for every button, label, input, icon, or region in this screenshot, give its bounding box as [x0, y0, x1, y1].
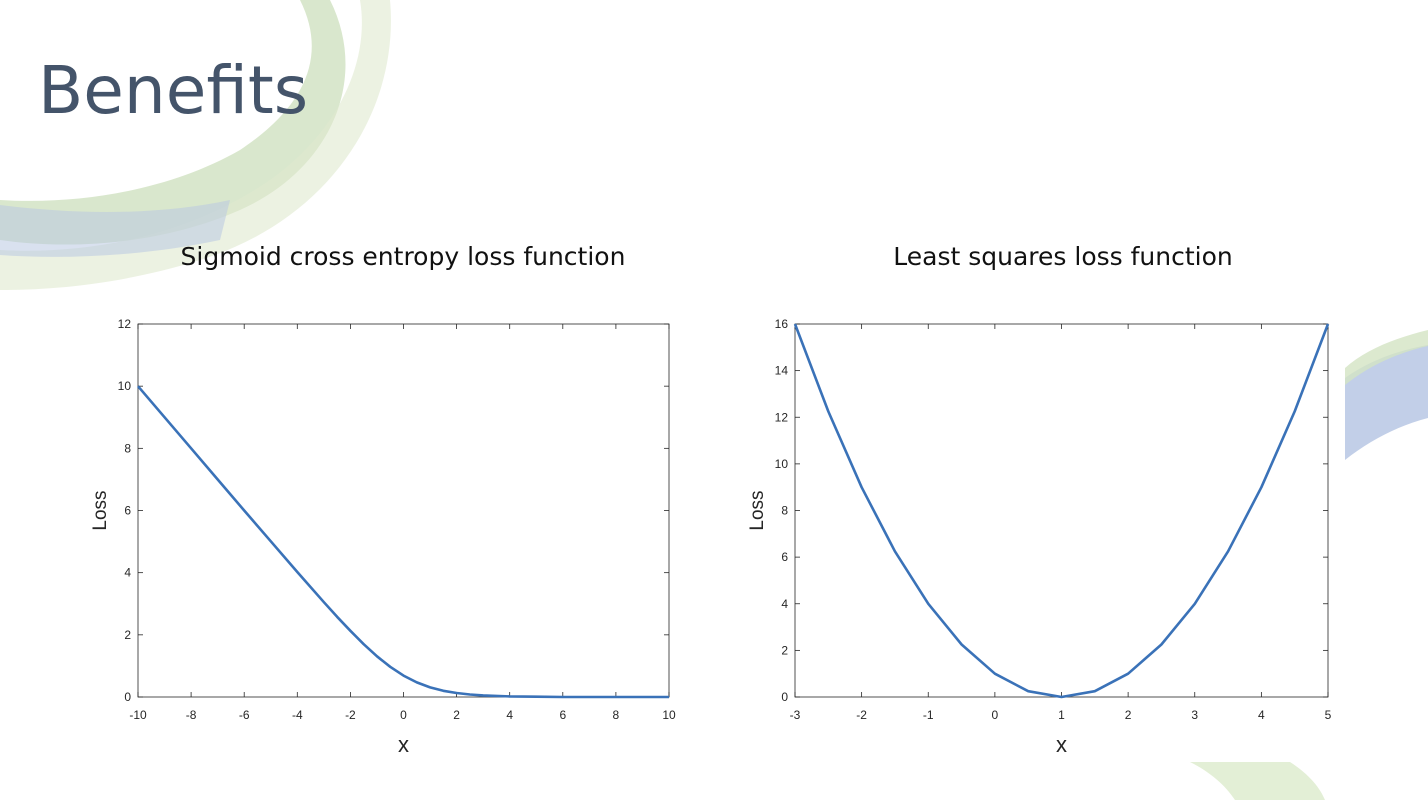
x-tick-label: -2: [345, 708, 356, 722]
x-tick-label: 4: [506, 708, 513, 722]
y-tick-label: 10: [118, 379, 132, 393]
x-tick-label: 0: [992, 708, 999, 722]
y-tick-label: 6: [124, 504, 131, 518]
chart-2-title: Least squares loss function: [893, 242, 1233, 271]
y-tick-label: 4: [781, 597, 788, 611]
right-blue-swoosh: [1345, 345, 1428, 460]
x-tick-label: 2: [453, 708, 460, 722]
x-tick-label: -4: [292, 708, 303, 722]
y-tick-label: 2: [781, 643, 788, 657]
x-tick-label: 8: [613, 708, 620, 722]
slide-title: Benefits: [38, 52, 309, 129]
x-tick-label: 5: [1325, 708, 1332, 722]
x-tick-label: 10: [662, 708, 676, 722]
x-tick-label: 3: [1191, 708, 1198, 722]
x-tick-label: -6: [239, 708, 250, 722]
loss-curve-line: [137, 385, 669, 699]
y-axis-label: Loss: [90, 490, 111, 530]
x-tick-label: 2: [1125, 708, 1132, 722]
x-tick-label: 0: [400, 708, 407, 722]
x-tick-label: -3: [790, 708, 801, 722]
y-tick-label: 16: [775, 317, 789, 331]
bottom-right-green-swoosh: [1190, 762, 1325, 800]
y-tick-label: 4: [124, 566, 131, 580]
y-tick-label: 14: [775, 364, 789, 378]
x-tick-label: -2: [856, 708, 867, 722]
x-tick-label: -1: [923, 708, 934, 722]
y-tick-label: 6: [781, 550, 788, 564]
x-tick-label: -10: [129, 708, 147, 722]
y-tick-label: 0: [124, 690, 131, 704]
plot-frame: [137, 323, 670, 698]
right-green-swoosh: [1345, 330, 1428, 385]
y-tick-label: 12: [118, 317, 132, 331]
x-axis-label: x: [1056, 732, 1067, 757]
y-tick-label: 2: [124, 628, 131, 642]
y-tick-label: 0: [781, 690, 788, 704]
y-axis-label: Loss: [747, 490, 768, 530]
loss-curve-line: [793, 323, 1330, 699]
x-tick-label: 6: [559, 708, 566, 722]
y-tick-label: 12: [775, 410, 789, 424]
y-tick-label: 8: [781, 504, 788, 518]
x-tick-label: 1: [1058, 708, 1065, 722]
top-left-blue-swoosh: [0, 200, 230, 257]
y-tick-label: 8: [124, 441, 131, 455]
x-axis-label: x: [398, 732, 409, 757]
chart-1-title: Sigmoid cross entropy loss function: [180, 242, 626, 271]
x-tick-label: 4: [1258, 708, 1265, 722]
y-tick-label: 10: [775, 457, 789, 471]
x-tick-label: -8: [186, 708, 197, 722]
top-left-green-swoosh: [0, 0, 346, 245]
chart-1: -10 -8 -6 -4 -2 0 2 4 6 8 10 0 2 4 6 8 10 12 x Loss: [90, 317, 676, 757]
